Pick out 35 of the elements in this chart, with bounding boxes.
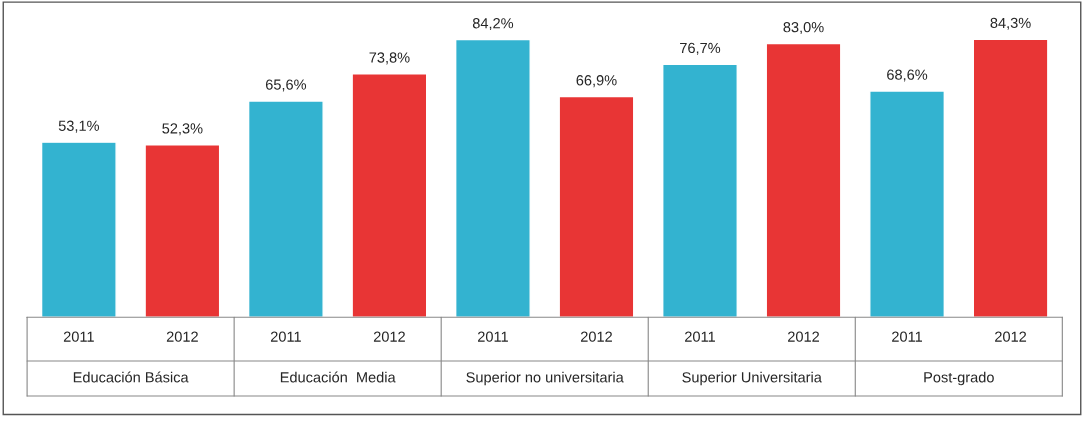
x-tick-label: 2012 (788, 331, 820, 342)
x-tick-label: 2012 (166, 331, 198, 342)
data-label: 52,3% (162, 123, 203, 136)
bar (144, 144, 221, 318)
data-label: 84,3% (990, 17, 1031, 30)
x-tick-label: 2011 (270, 331, 301, 342)
x-tick-label: 2011 (685, 331, 715, 342)
bar (765, 42, 842, 318)
bar (869, 90, 945, 318)
x-tick-label: 2011 (478, 331, 508, 342)
data-label: 53,1% (58, 120, 100, 133)
data-label: 83,0% (783, 22, 824, 35)
x-tick-label: 2011 (63, 331, 94, 342)
bar (662, 63, 738, 318)
text: Superior no universitaria (466, 371, 624, 386)
data-label: 84,2% (472, 18, 514, 31)
x-tick-label: 2012 (580, 331, 612, 342)
data-label: 65,6% (265, 79, 307, 92)
bar (40, 141, 117, 318)
bar (351, 73, 428, 318)
text: Superior Universitaria (682, 371, 822, 386)
x-tick-label: 2012 (995, 331, 1027, 342)
x-tick-label: 2011 (892, 331, 923, 342)
bar (558, 95, 635, 318)
bar (454, 38, 531, 318)
data-label: 76,7% (680, 42, 721, 55)
bar (972, 38, 1049, 318)
data-label: 68,6% (887, 69, 928, 82)
text: Post-grado (924, 371, 994, 386)
text: Educación Básica (73, 371, 189, 383)
x-tick-label: 2012 (373, 331, 405, 342)
bar (247, 100, 324, 318)
data-label: 66,9% (576, 75, 617, 88)
text: Educación Media (280, 371, 396, 383)
data-label: 73,8% (369, 52, 410, 65)
